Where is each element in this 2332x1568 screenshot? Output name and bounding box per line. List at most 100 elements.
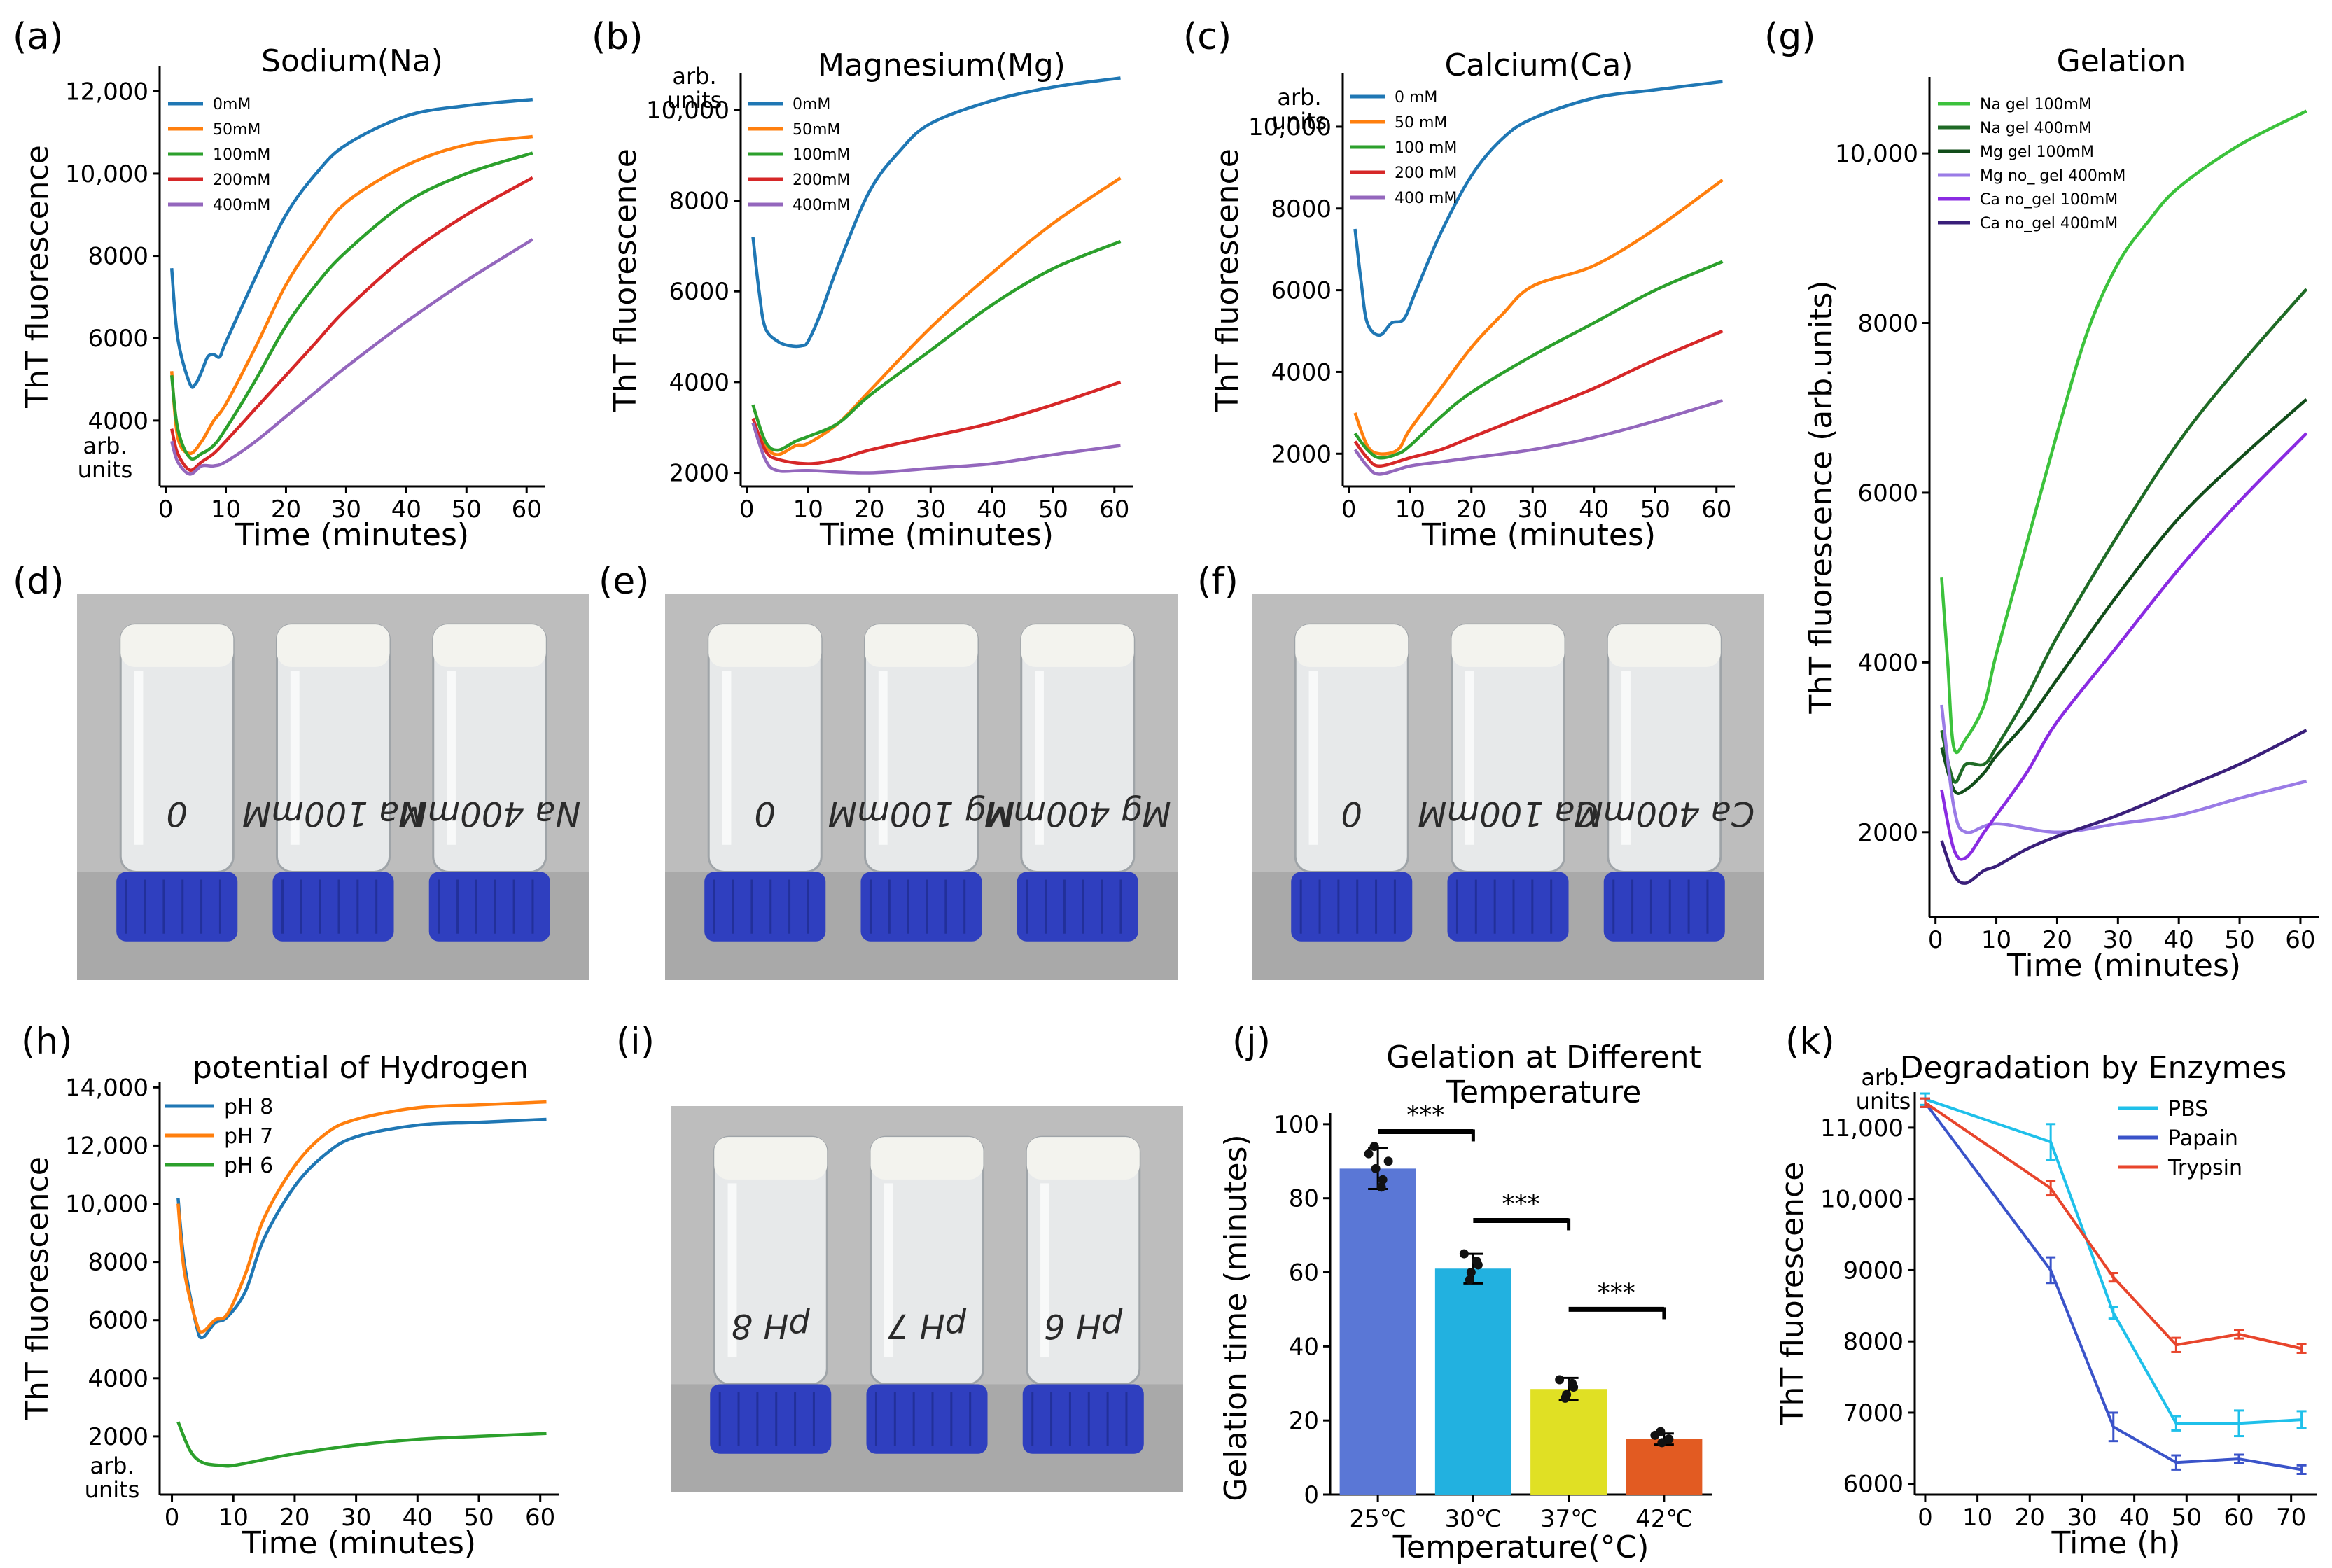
vial-gel-top xyxy=(714,1137,827,1180)
x-tick-label: 0 xyxy=(158,496,174,524)
y-tick-label: 8000 xyxy=(1271,195,1332,223)
vial-label: 0 xyxy=(166,794,188,833)
unit-label: units xyxy=(1272,108,1327,134)
x-axis-title: Temperature(°C) xyxy=(1392,1530,1649,1565)
y-tick-label: 10,000 xyxy=(1820,1186,1904,1214)
vial-label: Ca 400mM xyxy=(1574,794,1754,833)
panel-letter-c: (c) xyxy=(1183,16,1231,58)
significance-label: *** xyxy=(1406,1100,1444,1129)
y-tick-label: 8000 xyxy=(88,243,148,271)
unit-label: units xyxy=(667,87,722,113)
chart-title: Sodium(Na) xyxy=(261,43,443,79)
vial-label: 0 xyxy=(754,794,776,833)
chart-title: Gelation at Different xyxy=(1386,1040,1701,1075)
x-tick-label: 30℃ xyxy=(1445,1505,1502,1533)
unit-label: arb. xyxy=(83,433,127,459)
y-tick-label: 2000 xyxy=(88,1423,148,1451)
bar-1 xyxy=(1435,1268,1511,1494)
significance-label: *** xyxy=(1502,1189,1540,1218)
y-tick-label: 6000 xyxy=(88,325,148,353)
chart-title: Degradation by Enzymes xyxy=(1900,1050,2287,1086)
chart-title: potential of Hydrogen xyxy=(193,1050,529,1086)
y-tick-label: 8000 xyxy=(88,1249,148,1277)
vial-gel-top xyxy=(433,624,546,667)
data-point xyxy=(1460,1250,1469,1259)
bar-3 xyxy=(1626,1439,1702,1494)
legend-label: 0mM xyxy=(793,96,830,113)
x-tick-label: 25℃ xyxy=(1349,1505,1406,1533)
legend-label: 50mM xyxy=(213,121,260,139)
vial-gel-top xyxy=(1451,624,1564,667)
y-tick-label: 10,000 xyxy=(1835,140,1918,168)
chart-title: Temperature xyxy=(1446,1074,1642,1110)
series-pbs xyxy=(1920,1093,2307,1436)
vial-label: pH 8 xyxy=(732,1306,811,1345)
legend-label: pH 7 xyxy=(224,1124,273,1149)
y-tick-label: 60 xyxy=(1289,1259,1319,1287)
series-50mm xyxy=(753,178,1121,454)
panel-letter-g: (g) xyxy=(1764,16,1816,58)
y-tick-label: 6000 xyxy=(669,278,729,306)
unit-label: arb. xyxy=(1277,84,1321,111)
vial-highlight xyxy=(722,671,732,844)
legend-label: 50mM xyxy=(793,121,840,139)
x-tick-label: 60 xyxy=(1099,496,1129,524)
y-tick-label: 11,000 xyxy=(1820,1114,1904,1142)
bar-2 xyxy=(1530,1389,1607,1494)
panel-letter-k: (k) xyxy=(1785,1021,1835,1063)
vial-gel-top xyxy=(1608,624,1721,667)
chart-gelation-temperature: 02040608010025℃ 30℃ 37℃ 42℃*********Tempera… xyxy=(1218,1040,1712,1565)
panel-letter-a: (a) xyxy=(13,16,63,58)
x-tick-label: 70 xyxy=(2276,1504,2306,1532)
legend-label: Trypsin xyxy=(2167,1156,2242,1180)
vial-label: Na 100mM xyxy=(242,794,424,833)
panel-letter-d: (d) xyxy=(13,561,64,603)
significance-label: *** xyxy=(1598,1278,1635,1307)
photo-f-calcium-vials: 0 Ca 100mMCa 400mM xyxy=(1252,594,1764,980)
series-line xyxy=(178,1422,546,1466)
chart-title: Magnesium(Mg) xyxy=(818,48,1066,83)
legend-label: 0 mM xyxy=(1395,89,1437,106)
vial-label: Mg 400mM xyxy=(984,794,1171,833)
legend-label: Mg gel 100mM xyxy=(1980,144,2094,161)
vial-highlight xyxy=(134,671,144,844)
legend-label: Na gel 400mM xyxy=(1980,120,2092,137)
y-axis-title: ThT fluorescence xyxy=(1775,1162,1810,1426)
x-axis-title: Time (minutes) xyxy=(235,517,469,553)
data-point xyxy=(1370,1142,1379,1151)
legend-label: Mg no_ gel 400mM xyxy=(1980,167,2125,185)
legend-label: 50 mM xyxy=(1395,114,1447,132)
y-tick-label: 2000 xyxy=(1857,819,1918,847)
y-tick-label: 12,000 xyxy=(65,1132,148,1160)
y-tick-label: 8000 xyxy=(1843,1328,1904,1356)
x-tick-label: 37℃ xyxy=(1540,1505,1597,1533)
series-papain xyxy=(1920,1098,2307,1474)
x-tick-label: 42℃ xyxy=(1635,1505,1692,1533)
legend-label: PBS xyxy=(2168,1097,2208,1121)
series-na-gel-400mm xyxy=(1941,289,2306,783)
vial-gel-top xyxy=(120,624,233,667)
y-tick-label: 8000 xyxy=(669,188,729,216)
chart-sodium: 0 10 20 30 40 50 6040006000800010,00012,000Tim… xyxy=(20,43,545,553)
y-tick-label: 100 xyxy=(1273,1111,1319,1139)
vial-gel-top xyxy=(708,624,821,667)
legend-label: Na gel 100mM xyxy=(1980,96,2092,113)
legend-label: Papain xyxy=(2168,1126,2238,1151)
y-tick-label: 20 xyxy=(1289,1407,1319,1435)
data-point xyxy=(1384,1156,1393,1166)
legend-label: 200mM xyxy=(793,172,850,189)
data-point xyxy=(1465,1275,1474,1284)
x-axis-title: Time (minutes) xyxy=(819,517,1054,553)
y-tick-label: 10,000 xyxy=(65,1191,148,1219)
y-tick-label: 6000 xyxy=(1857,479,1918,507)
bar-0 xyxy=(1340,1168,1416,1494)
y-tick-label: 9000 xyxy=(1843,1256,1904,1284)
vial-gel-top xyxy=(1295,624,1408,667)
y-tick-label: 14,000 xyxy=(65,1074,148,1102)
vial-highlight xyxy=(1309,671,1318,844)
data-point xyxy=(1656,1427,1665,1436)
y-axis-title: ThT fluorescence xyxy=(608,148,643,412)
legend-label: pH 6 xyxy=(224,1154,273,1178)
vial: 0 xyxy=(704,624,825,941)
legend-label: 200mM xyxy=(213,172,270,189)
